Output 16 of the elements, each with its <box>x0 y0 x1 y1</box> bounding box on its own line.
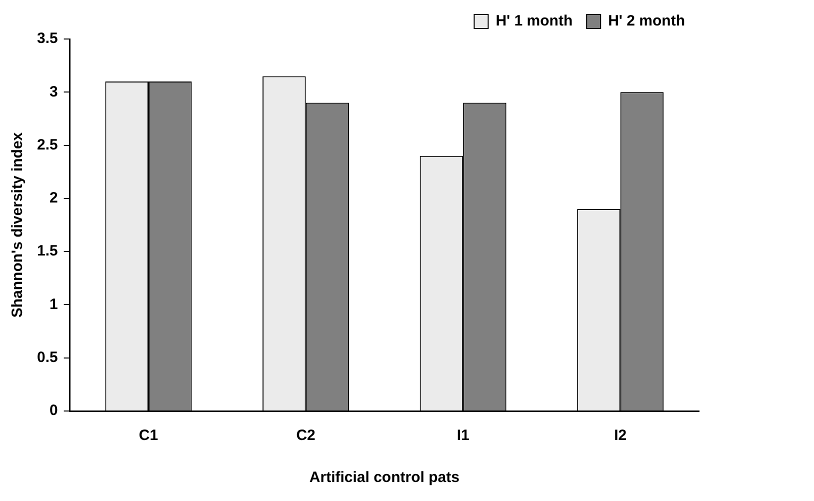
legend-label: H' 2 month <box>608 12 686 30</box>
y-tick-label: 3.5 <box>36 30 58 48</box>
y-tick-label: 0 <box>50 402 58 420</box>
y-tick-label: 3 <box>50 83 58 100</box>
y-tick-label: 0.5 <box>36 349 58 366</box>
y-tick-label: 1 <box>50 296 58 313</box>
y-tick-label: 1.5 <box>36 242 58 260</box>
y-tick-label: 2 <box>50 190 58 207</box>
legend-label: H' 1 month <box>496 12 573 30</box>
x-tick-label: I2 <box>614 427 627 444</box>
y-axis-title: Shannon's diversity index <box>9 132 26 318</box>
x-tick-label: C1 <box>138 427 158 444</box>
x-tick-label: I1 <box>456 427 470 444</box>
x-tick-label: C2 <box>296 427 316 444</box>
y-tick-label: 2.5 <box>36 136 58 154</box>
x-axis-title: Artificial control pats <box>309 469 460 486</box>
